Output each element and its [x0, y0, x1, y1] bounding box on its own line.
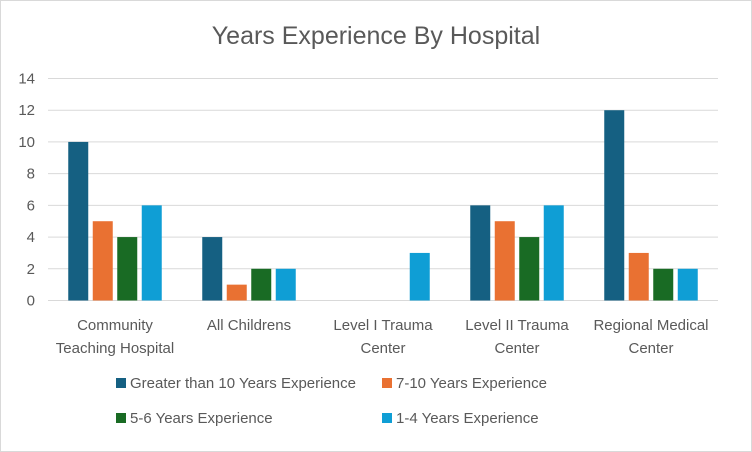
- y-axis-ticks: 0 2 4 6 8 10 12 14: [18, 71, 35, 310]
- bar: [543, 205, 564, 301]
- y-tick-label: 4: [27, 229, 35, 246]
- x-category-label: Center: [628, 340, 673, 357]
- bar: [604, 110, 625, 301]
- legend-label: Greater than 10 Years Experience: [130, 375, 356, 392]
- x-category-label: All Childrens: [207, 317, 291, 334]
- bar: [202, 237, 223, 301]
- y-tick-label: 0: [27, 293, 35, 310]
- x-category-label: Community: [77, 317, 153, 334]
- bar: [677, 268, 698, 301]
- y-tick-label: 2: [27, 261, 35, 278]
- bar: [251, 268, 272, 301]
- y-tick-label: 14: [18, 71, 35, 88]
- legend-label: 1-4 Years Experience: [396, 410, 539, 427]
- bar: [226, 284, 247, 301]
- bar: [628, 252, 649, 301]
- bar: [275, 268, 296, 301]
- bar: [519, 237, 540, 301]
- bar: [141, 205, 162, 301]
- legend-label: 7-10 Years Experience: [396, 375, 547, 392]
- y-tick-label: 8: [27, 166, 35, 183]
- chart-title: Years Experience By Hospital: [212, 22, 540, 50]
- x-category-label: Center: [494, 340, 539, 357]
- x-category-label: Level I Trauma: [333, 317, 433, 334]
- bars: [68, 110, 698, 301]
- y-tick-label: 6: [27, 197, 35, 214]
- y-tick-label: 12: [18, 102, 35, 119]
- x-category-label: Regional Medical: [593, 317, 708, 334]
- legend-swatch: [116, 378, 126, 388]
- legend-label: 5-6 Years Experience: [130, 410, 273, 427]
- bar: [653, 268, 674, 301]
- bar: [470, 205, 491, 301]
- bar: [92, 221, 113, 301]
- bar: [68, 141, 89, 301]
- x-category-label: Teaching Hospital: [56, 340, 174, 357]
- legend: Greater than 10 Years Experience 7-10 Yea…: [116, 375, 547, 427]
- x-category-label: Level II Trauma: [465, 317, 569, 334]
- bar: [409, 252, 430, 301]
- legend-swatch: [382, 378, 392, 388]
- legend-swatch: [382, 413, 392, 423]
- bar: [494, 221, 515, 301]
- x-category-label: Center: [360, 340, 405, 357]
- legend-swatch: [116, 413, 126, 423]
- y-tick-label: 10: [18, 134, 35, 151]
- x-axis-categories: Community Teaching Hospital All Childrens L…: [56, 317, 709, 357]
- bar: [117, 237, 138, 301]
